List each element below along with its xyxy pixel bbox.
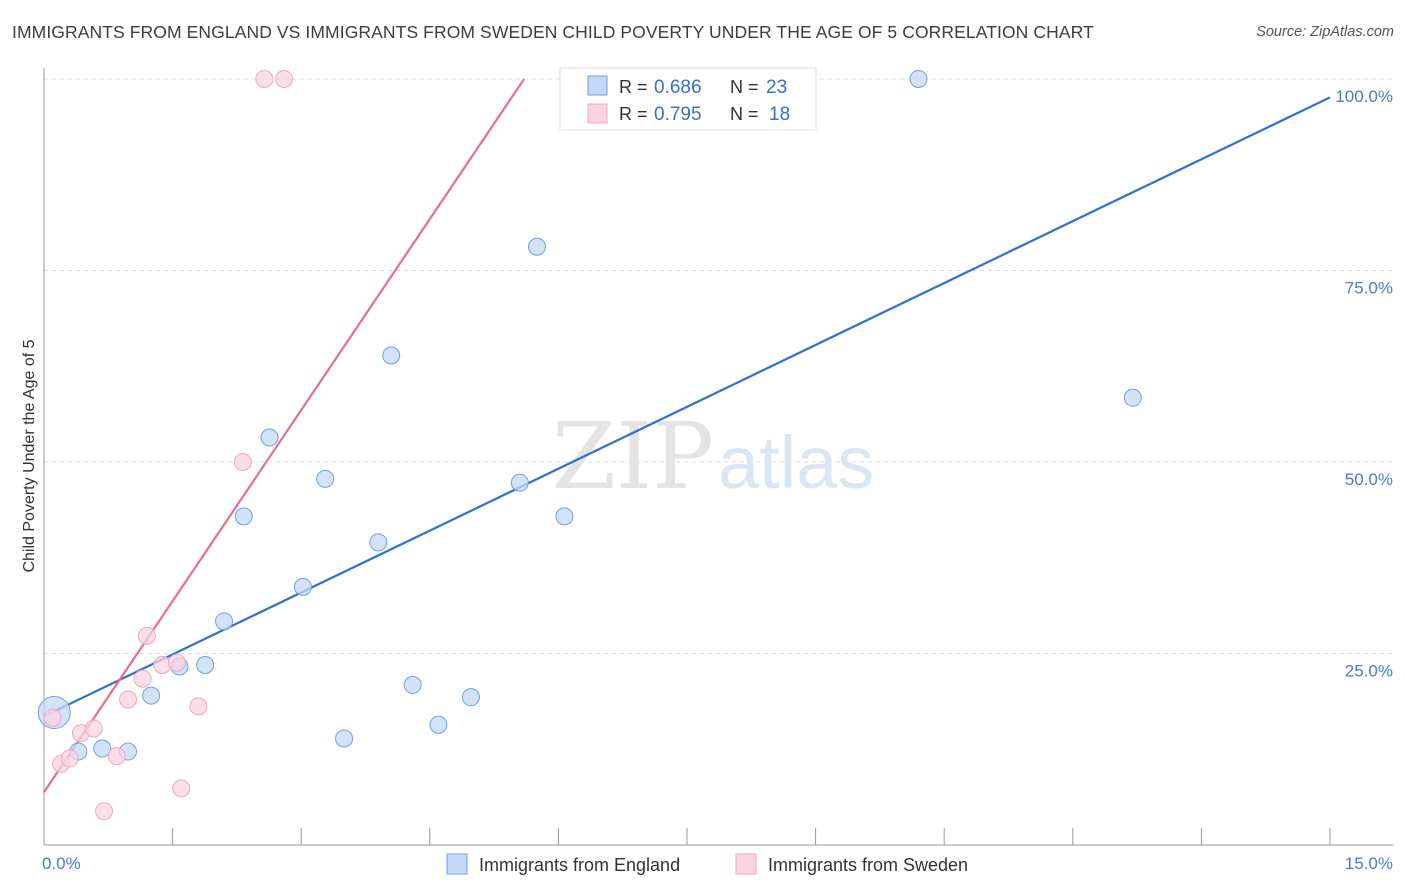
point-england: [316, 469, 335, 488]
point-england: [234, 507, 253, 526]
point-sweden: [189, 697, 208, 716]
point-sweden: [84, 719, 103, 738]
watermark-atlas: atlas: [718, 421, 874, 504]
point-sweden: [60, 749, 79, 768]
x-tick-label: 15.0%: [1345, 854, 1393, 873]
point-sweden: [119, 690, 138, 709]
regression-lines: [43, 78, 1331, 793]
point-england: [382, 346, 401, 365]
legend-r-label-england: R =: [619, 77, 648, 97]
point-sweden: [133, 669, 152, 688]
point-sweden: [167, 653, 186, 672]
point-england: [527, 237, 546, 256]
point-england: [429, 715, 448, 734]
point-sweden: [275, 70, 294, 88]
point-sweden: [95, 802, 114, 821]
point-england: [1123, 388, 1142, 407]
legend-n-label-england: N =: [730, 77, 759, 97]
point-england: [215, 612, 234, 631]
point-england: [555, 507, 574, 526]
point-sweden: [137, 626, 156, 645]
point-sweden: [43, 708, 62, 727]
chart-title: IMMIGRANTS FROM ENGLAND VS IMMIGRANTS FR…: [12, 22, 1094, 42]
point-sweden: [172, 779, 191, 798]
legend-n-label-sweden: N =: [730, 104, 759, 124]
point-england: [335, 729, 354, 748]
y-tick-label: 75.0%: [1345, 279, 1393, 298]
y-tick-label: 50.0%: [1345, 470, 1393, 489]
y-axis-label: Child Poverty Under the Age of 5: [21, 339, 38, 572]
point-sweden: [107, 747, 126, 766]
x-tick-labels: 0.0% 15.0%: [42, 854, 1393, 873]
point-england: [510, 473, 529, 492]
bottom-legend-label-england: Immigrants from England: [479, 855, 680, 875]
y-tick-labels: 25.0% 50.0% 75.0% 100.0%: [1335, 87, 1393, 681]
legend-r-value-england: 0.686: [654, 77, 702, 98]
x-tick-label: 0.0%: [42, 854, 81, 873]
point-england: [909, 70, 928, 88]
y-tick-label: 100.0%: [1335, 87, 1393, 106]
point-england: [260, 428, 279, 447]
x-axis-ticks: [43, 828, 1331, 845]
point-england: [403, 675, 422, 694]
bottom-legend-label-sweden: Immigrants from Sweden: [768, 855, 968, 875]
legend-swatch-sweden: [587, 103, 608, 124]
point-england: [293, 577, 312, 596]
legend-swatch-england: [587, 75, 608, 96]
legend-n-value-sweden: 18: [769, 104, 790, 125]
point-england: [93, 739, 112, 758]
y-tick-label: 25.0%: [1345, 662, 1393, 681]
regression-line-sweden: [43, 78, 526, 793]
correlation-legend: R = 0.686 N = 23 R = 0.795 N = 18: [559, 67, 817, 131]
bottom-legend-swatch-sweden: [735, 853, 757, 875]
watermark-zip: ZIP: [552, 403, 714, 510]
point-england: [142, 686, 161, 705]
series-legend: Immigrants from England Immigrants from …: [446, 853, 968, 875]
regression-line-england: [43, 96, 1331, 718]
legend-r-value-sweden: 0.795: [654, 104, 702, 125]
point-england: [369, 533, 388, 552]
legend-n-value-england: 23: [766, 77, 787, 98]
point-sweden: [255, 70, 274, 88]
point-england: [196, 655, 215, 674]
point-england: [461, 688, 480, 707]
point-sweden: [233, 453, 252, 471]
legend-r-label-sweden: R =: [619, 104, 648, 124]
bottom-legend-swatch-england: [446, 853, 468, 875]
source-credit: Source: ZipAtlas.com: [1256, 24, 1394, 40]
